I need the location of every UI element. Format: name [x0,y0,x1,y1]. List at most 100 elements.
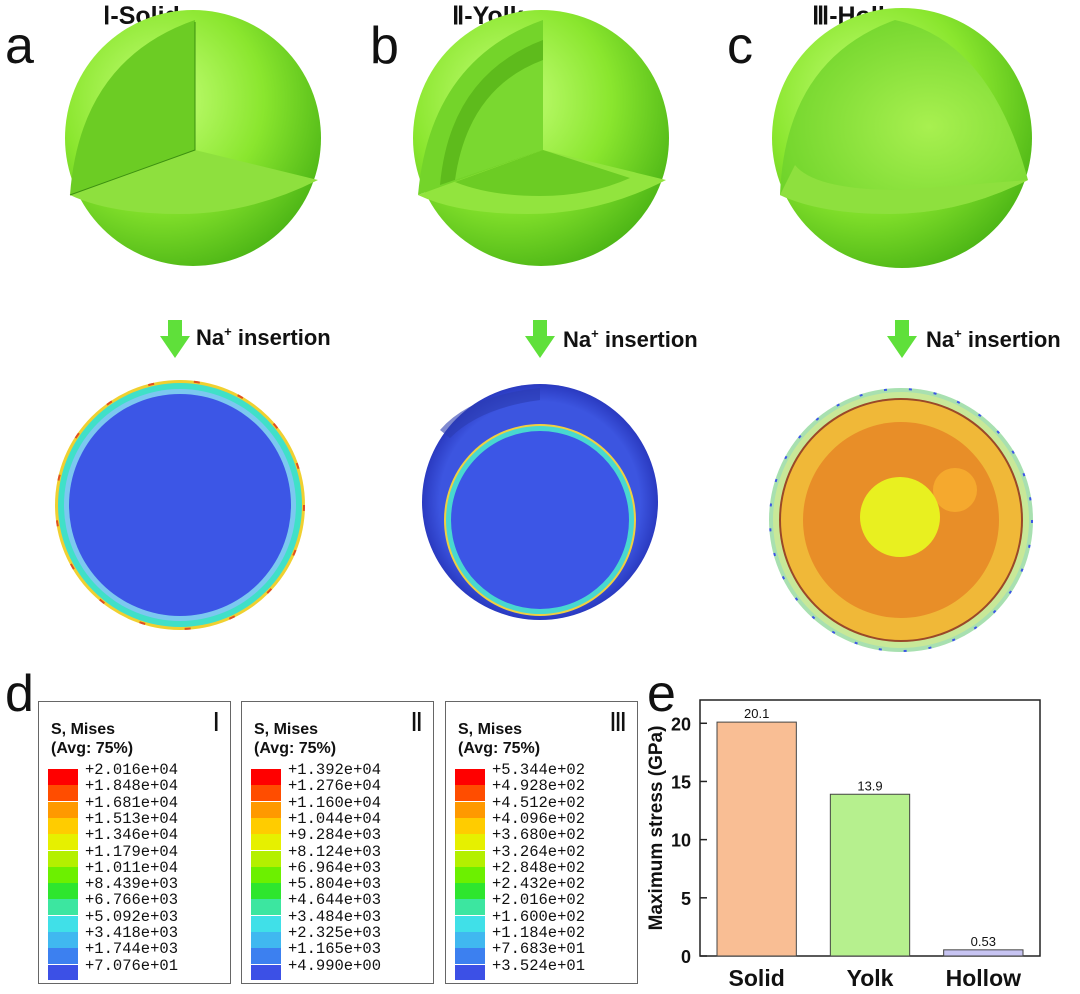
legend-color-swatch [455,785,485,802]
x-tick-label: Solid [729,965,785,991]
legend-value: +4.928e+02 [492,777,586,796]
legend-color-swatch [251,932,281,948]
y-tick-label: 15 [671,772,691,792]
legend-value: +9.284e+03 [288,826,382,845]
insertion-label-a: Na+ insertion [196,324,331,350]
y-tick-label: 0 [681,947,691,967]
stress-map-solid [55,380,305,630]
bar-solid [716,721,797,957]
legend-value: +6.964e+03 [288,858,382,877]
legend-value: +7.683e+01 [492,940,586,959]
legend-color-swatch [48,785,78,802]
legend-color-swatch [48,817,78,834]
sphere-illustrations [55,8,1033,652]
arrow-down-icon [525,320,555,358]
data-label: 20.1 [744,706,769,721]
sphere-yolk [413,10,669,266]
legend-color-swatch [48,899,78,916]
legend-value: +3.418e+03 [85,924,179,942]
legend-color-swatch [455,883,485,900]
legend-value: +4.644e+03 [288,891,382,910]
y-tick-label: 20 [671,714,691,734]
legend-color-swatch [251,964,281,980]
legend-roman-numeral: Ⅰ [212,708,220,737]
legend-value: +1.165e+03 [288,940,382,959]
legend-color-swatch [251,866,281,883]
legend-value: +5.092e+03 [85,907,179,926]
legend-value: +2.325e+03 [288,924,382,942]
legend-color-swatch [48,769,78,785]
legend-value: +6.766e+03 [85,891,179,910]
legend-color-swatch [455,964,485,980]
legend-value: +5.344e+02 [492,761,586,779]
legend-color-swatch [455,866,485,883]
legend-color-swatch [251,769,281,785]
sphere-solid [65,10,321,266]
bar-hollow [943,949,1024,957]
legend-color-swatch [251,883,281,900]
legend-color-swatch [455,932,485,948]
y-tick-label: 5 [681,889,691,909]
legend-color-swatch [455,817,485,834]
legend-value: +1.848e+04 [85,777,179,796]
legend-value: +3.264e+02 [492,842,586,861]
legend-header: S, Mises (Avg: 75%) [254,721,337,757]
legend-value: +3.484e+03 [288,907,382,926]
legend-color-swatch [251,817,281,834]
legend-color-swatch [455,948,485,965]
legend-color-swatch [251,915,281,932]
legend-value: +3.524e+01 [492,956,586,975]
legend-value: +2.016e+02 [492,891,586,910]
legend-color-swatch [48,883,78,900]
legend-color-swatch [48,915,78,932]
legend-color-swatch [48,964,78,980]
legend-value: +1.681e+04 [85,793,179,812]
legend-color-swatch [48,948,78,965]
legend-color-swatch [251,948,281,965]
x-tick-label: Yolk [847,965,894,991]
insertion-label-b: Na+ insertion [563,326,698,352]
data-label: 0.53 [971,934,996,949]
legend-value: +1.600e+02 [492,907,586,926]
data-label: 13.9 [857,778,882,793]
x-tick-label: Hollow [946,965,1021,991]
legend-value: +1.276e+04 [288,777,382,796]
legend-value: +2.432e+02 [492,875,586,894]
stress-map-yolk [422,384,658,620]
legend-color-swatch [251,801,281,818]
panel-letter-b: b [370,17,399,75]
y-axis-label: Maximum stress (GPa) [646,726,667,931]
legend-color-swatch [455,834,485,851]
legend-color-swatch [48,834,78,851]
legend-value: +3.680e+02 [492,826,586,845]
legend-solid: S, Mises (Avg: 75%) Ⅰ +2.016e+04 +1.848e+… [38,701,231,984]
legend-color-swatch [455,899,485,916]
legend-value: +1.744e+03 [85,940,179,959]
panel-letter-c: c [727,17,753,75]
legend-value: +8.124e+03 [288,842,382,861]
legend-value: +1.011e+04 [85,858,179,877]
legend-color-swatch [48,850,78,867]
legend-color-swatch [48,866,78,883]
panel-letter-e: e [647,665,676,723]
legend-header: S, Mises (Avg: 75%) [458,721,541,757]
legend-value: +7.076e+01 [85,956,179,975]
insertion-label-c: Na+ insertion [926,326,1061,352]
panel-letter-d: d [5,665,34,723]
legend-color-swatch [455,769,485,785]
legend-value: +1.179e+04 [85,842,179,861]
legend-value: +1.513e+04 [85,809,179,828]
legend-yolk: S, Mises (Avg: 75%) Ⅱ +1.392e+04 +1.276e+… [241,701,434,984]
legend-color-swatch [251,850,281,867]
arrow-down-icon [887,320,917,358]
y-tick-label: 10 [671,831,691,851]
legend-color-swatch [251,899,281,916]
legend-color-swatch [455,801,485,818]
legend-value: +1.044e+04 [288,809,382,828]
legend-value: +2.848e+02 [492,858,586,877]
legend-hollow: S, Mises (Avg: 75%) Ⅲ +5.344e+02 +4.928e+… [445,701,638,984]
legend-value: +4.096e+02 [492,809,586,828]
legend-value: +8.439e+03 [85,875,179,894]
legend-color-swatch [455,915,485,932]
